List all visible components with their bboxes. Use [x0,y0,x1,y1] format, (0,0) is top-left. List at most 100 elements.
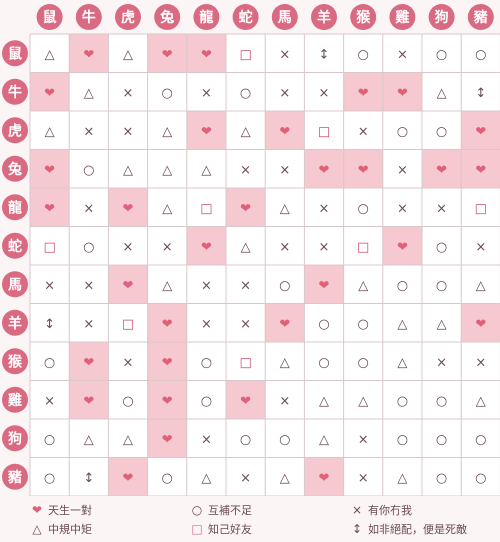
cross-icon: × [351,503,363,517]
triangle-icon: △ [84,86,94,101]
heart-cell-bg [147,342,187,381]
cross-icon: × [475,355,486,370]
grid-cell: △ [476,278,486,293]
heart-icon: ❤ [162,432,173,447]
row-header-badge [2,78,28,105]
cross-icon: × [44,394,55,409]
heart-icon: ❤ [44,163,55,178]
heart-cell-bg [343,149,383,188]
cross-icon: × [240,163,251,178]
grid-cell: △ [162,163,172,178]
grid-cell: × [44,278,55,293]
row-header-label: 羊 [8,315,22,332]
row-header-label: 龍 [8,199,22,216]
square-icon: □ [200,201,212,216]
heart-icon: ❤ [201,124,212,139]
cross-icon: × [162,240,173,255]
heart-cell-bg [30,149,70,188]
grid-cell: △ [437,317,447,332]
triangle-icon: △ [397,471,407,486]
grid-cell: ○ [358,201,369,216]
column-header-label: 雞 [394,9,409,26]
heart-icon: ❤ [162,317,173,332]
grid-cell: × [240,163,251,178]
column-header-label: 兔 [159,9,174,26]
column-header-badge [154,4,181,30]
grid-cell: × [358,124,369,139]
grid-cell: × [279,240,290,255]
grid-cell: ○ [122,394,133,409]
grid-cell: □ [122,317,134,332]
grid-cell: × [279,163,290,178]
heart-icon: ❤ [123,278,134,293]
legend-label: 知己好友 [208,523,252,536]
grid-cell: ○ [83,240,94,255]
heart-icon: ❤ [31,503,43,517]
triangle-icon: △ [476,394,486,409]
grid-cell: ○ [162,471,173,486]
grid-cell: × [201,432,212,447]
square-icon: □ [239,47,251,62]
grid-cell: × [319,201,330,216]
heart-icon: ❤ [201,47,212,62]
cross-icon: × [123,86,134,101]
grid-cell: × [475,240,486,255]
row-header-label: 牛 [8,84,22,101]
triangle-icon: △ [280,471,290,486]
grid-cell: ❤ [265,303,305,342]
cross-icon: × [358,124,369,139]
heart-icon: ❤ [83,355,94,370]
row-header-badge [2,117,28,144]
grid-cell: × [240,317,251,332]
grid-cell: △ [241,124,251,139]
grid-cell: △ [123,163,133,178]
triangle-icon: △ [476,278,486,293]
grid-cell: ❤ [461,111,500,150]
grid-cell: × [201,86,212,101]
heart-cell-bg [69,342,109,381]
heart-cell-bg [186,226,226,265]
row-header-badge [2,348,28,375]
grid-cell: ○ [318,317,329,332]
grid-cell: △ [397,471,407,486]
square-icon: □ [43,240,55,255]
circle-icon: ○ [44,471,55,486]
grid-cell: × [279,47,290,62]
heart-icon: ❤ [436,163,447,178]
grid-cell: ❤ [304,265,344,304]
grid-cell: ❤ [382,226,422,265]
grid-cell: □ [239,47,251,62]
legend-item-square: □ 知己好友 [190,521,252,537]
heart-cell-bg [30,188,70,227]
column-header-label: 龍 [199,9,213,26]
grid-cell: ○ [475,47,486,62]
circle-icon: ○ [436,47,447,62]
grid-cell: ○ [436,471,447,486]
grid-cell: △ [319,394,329,409]
circle-icon: ○ [83,163,94,178]
grid-cell: × [397,201,408,216]
grid-cell: ❤ [30,188,70,227]
heart-cell-bg [304,265,344,304]
heart-icon: ❤ [358,163,369,178]
grid-cell: × [358,432,369,447]
triangle-icon: △ [280,201,290,216]
triangle-icon: △ [123,163,133,178]
grid-cell: × [83,124,94,139]
cross-icon: × [397,201,408,216]
column-header-badge [232,4,259,30]
row-header-label: 狗 [8,430,22,447]
column-header-badge [115,4,141,30]
grid-cell: ○ [397,124,408,139]
row-header-label: 猴 [7,353,23,370]
legend-item-cross: × 有你冇我 [350,502,412,518]
grid-cell: ○ [201,355,212,370]
cross-icon: × [83,278,94,293]
grid-cell: ↕ [44,317,55,332]
circle-icon: ○ [436,278,447,293]
grid-cell: × [397,47,408,62]
heart-cell-bg [343,72,383,111]
circle-icon: ○ [475,471,486,486]
triangle-icon: △ [123,47,133,62]
grid-cell: ○ [240,86,251,101]
